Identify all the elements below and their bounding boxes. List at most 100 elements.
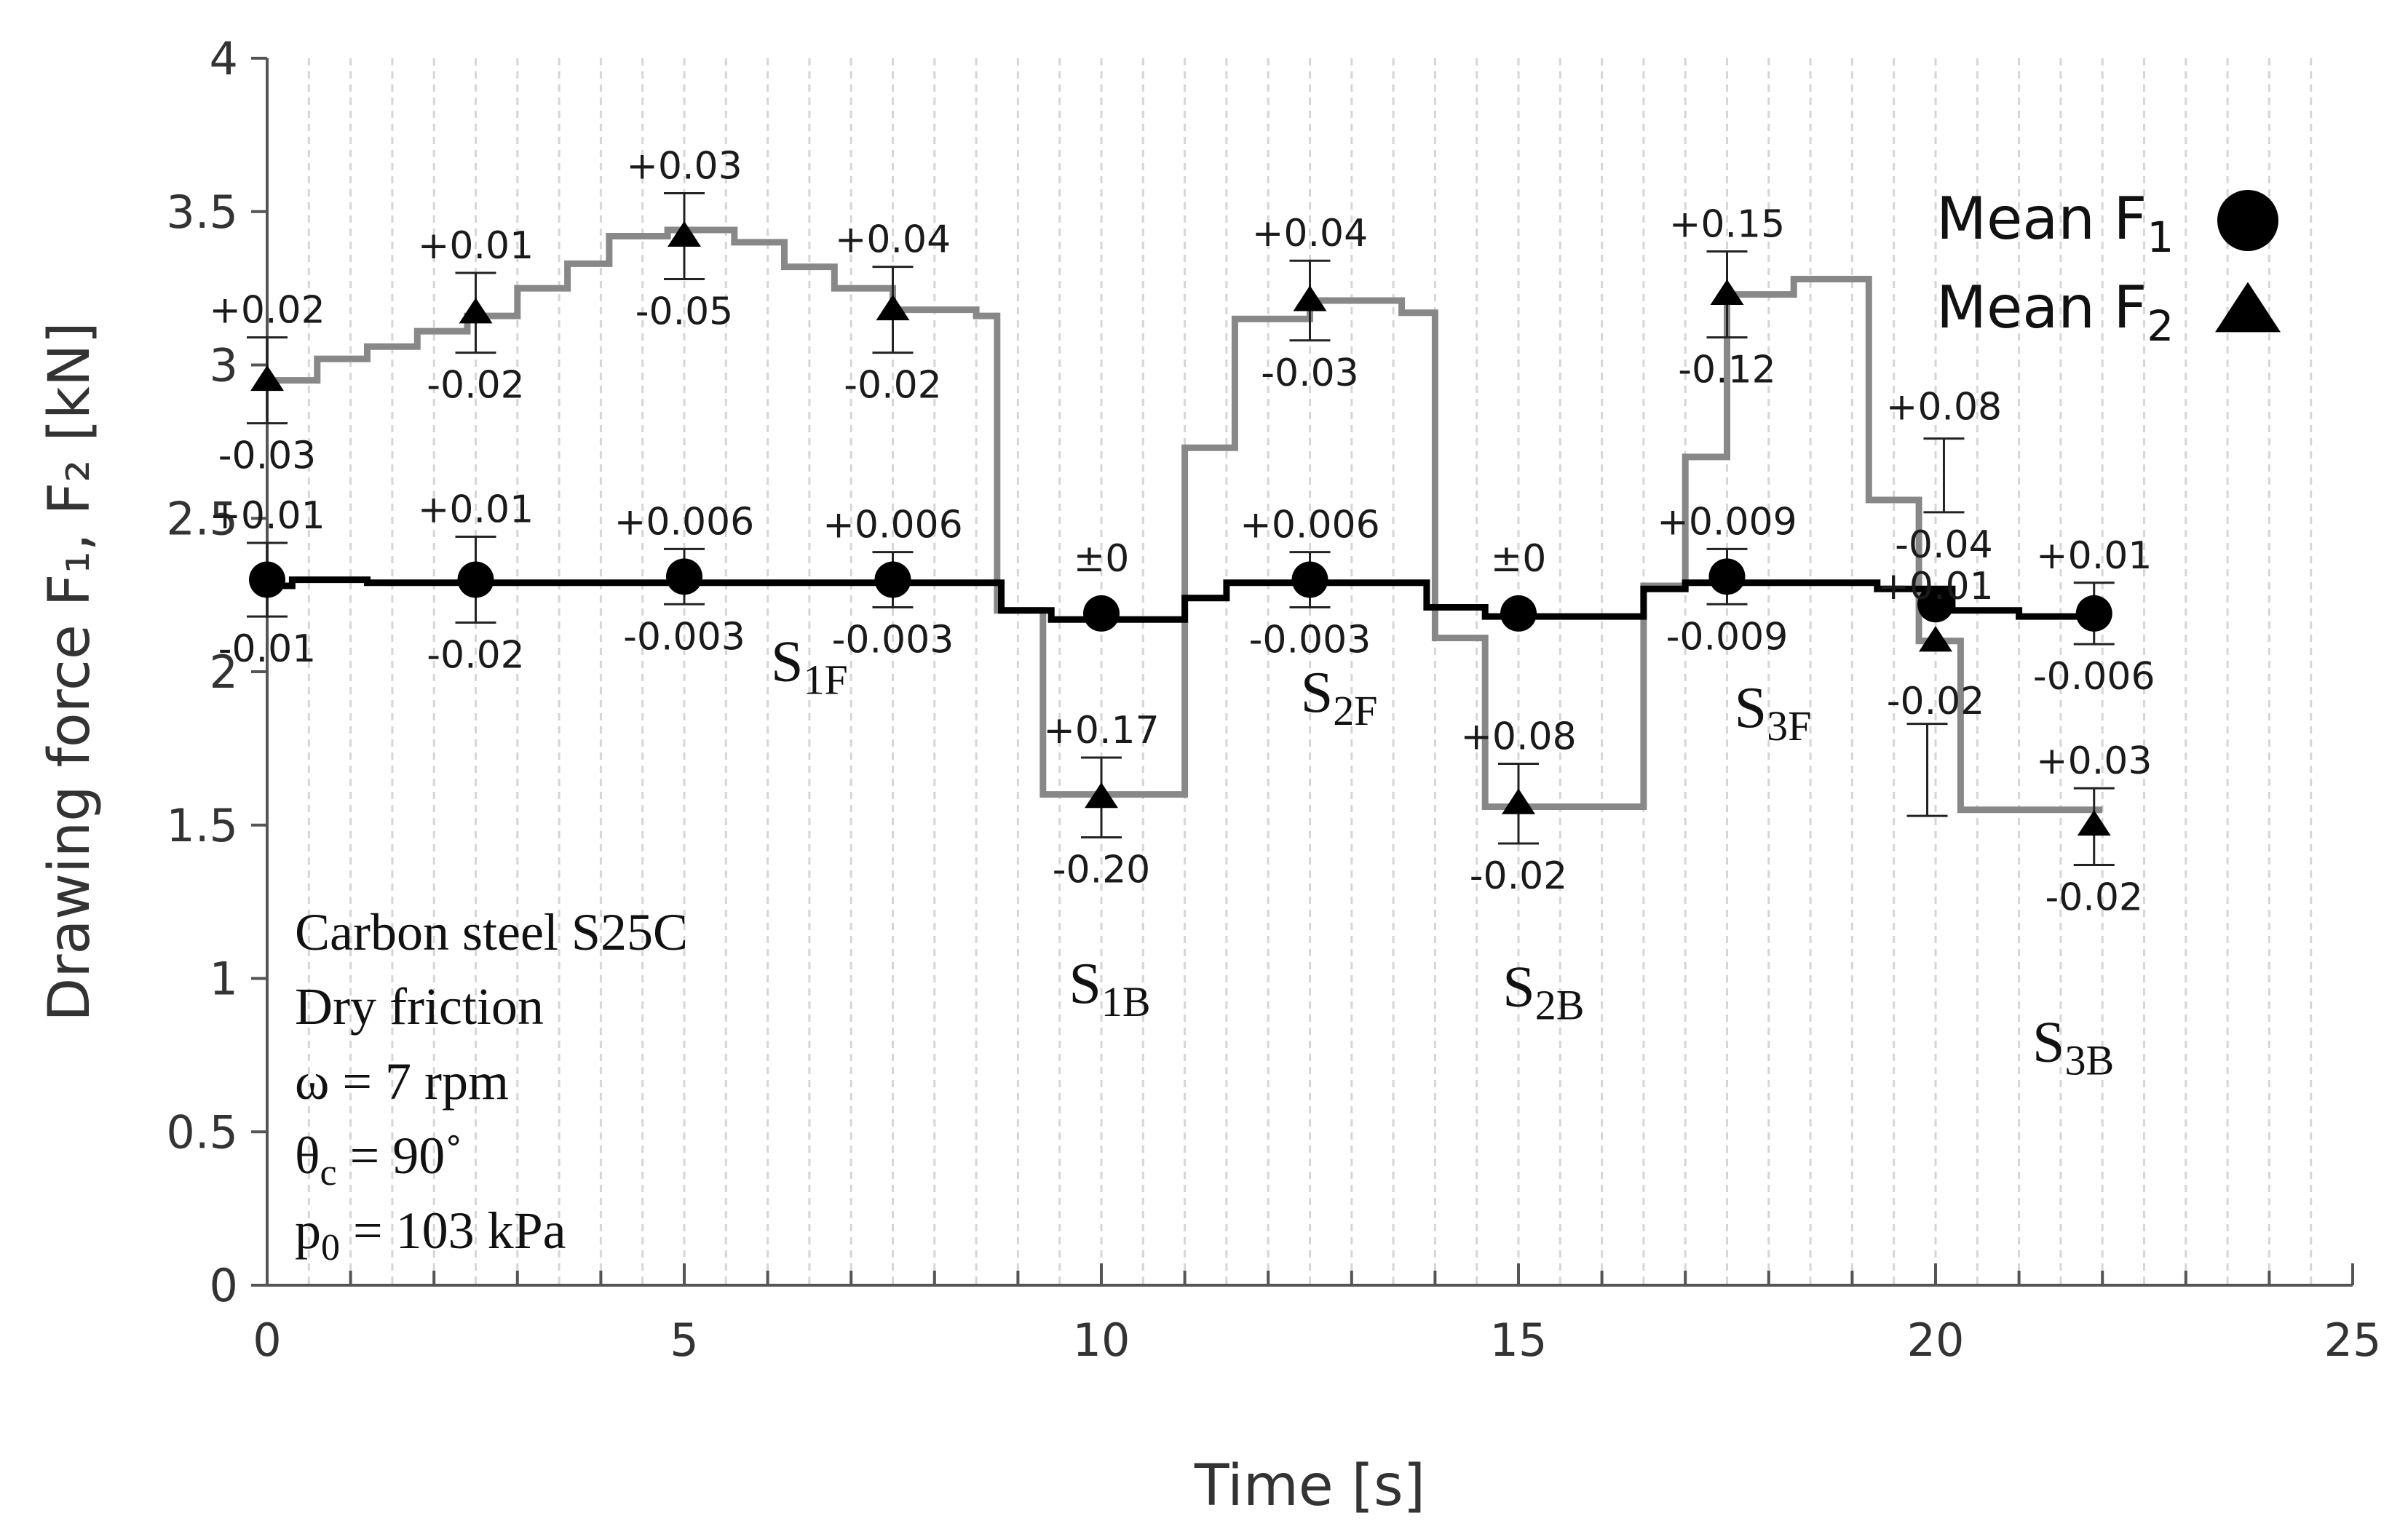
floating-minus-label: -0.04 — [1895, 523, 1993, 567]
error-minus-label: -0.12 — [1678, 349, 1776, 392]
x-axis-title: Time [s] — [1194, 1453, 1425, 1519]
error-minus-label: -0.02 — [2045, 876, 2143, 920]
x-tick-label: 5 — [670, 1314, 698, 1367]
error-minus-label: -0.003 — [1249, 618, 1371, 662]
error-minus-label: -0.02 — [844, 364, 942, 408]
error-plus-label: +0.17 — [1043, 709, 1159, 752]
error-plus-label: +0.02 — [209, 289, 325, 333]
marker-f2-triangle — [1502, 788, 1535, 814]
marker-f1-circle — [1500, 595, 1537, 632]
error-minus-label: -0.05 — [635, 290, 734, 333]
legend-circle-icon — [2217, 190, 2278, 251]
y-tick-label: 0.5 — [166, 1105, 238, 1159]
marker-f1-circle — [1708, 558, 1746, 595]
error-plus-label: ±0 — [1074, 537, 1130, 581]
error-plus-label: +0.006 — [1240, 504, 1379, 547]
error-plus-label: +0.01 — [418, 488, 534, 532]
data-labels: +0.01 -0.01 +0.01 -0.02 +0.006 -0.003 +0.006 -0… — [209, 144, 2155, 919]
info-line: θc = 90˚ — [295, 1127, 462, 1194]
x-tick-label: 10 — [1073, 1314, 1130, 1367]
x-tick-label: 25 — [2324, 1314, 2382, 1367]
error-plus-label: +0.01 — [209, 494, 325, 538]
y-tick-label: 3 — [210, 339, 238, 392]
marker-f1-circle — [457, 561, 494, 598]
error-plus-label: +0.03 — [2036, 739, 2152, 783]
error-minus-label: -0.02 — [427, 364, 525, 408]
stage-label: S2F — [1301, 661, 1378, 734]
error-minus-label: -0.003 — [832, 618, 954, 662]
stage-labels: S1F S1B S2F S2B S3F S3B — [771, 630, 2114, 1084]
error-minus-label: -0.009 — [1666, 615, 1789, 659]
data-markers — [249, 221, 2112, 836]
error-minus-label: -0.20 — [1053, 849, 1151, 892]
error-minus-label: -0.02 — [1887, 680, 1985, 723]
grid — [307, 58, 2313, 1285]
legend-triangle-icon — [2215, 282, 2281, 333]
error-plus-label: +0.15 — [1669, 203, 1785, 247]
error-plus-label: +0.01 — [418, 224, 534, 268]
marker-f1-circle — [874, 561, 911, 598]
error-minus-label: -0.02 — [1470, 854, 1568, 898]
stage-label: S2B — [1502, 955, 1584, 1028]
error-plus-label: +0.01 — [1877, 565, 1993, 608]
stage-label: S3B — [2032, 1010, 2114, 1084]
y-tick-label: 3.5 — [166, 186, 238, 239]
info-line: Dry friction — [295, 977, 544, 1036]
marker-f2-triangle — [1710, 279, 1744, 306]
legend-label: Mean F1 — [1936, 185, 2174, 262]
marker-f2-triangle — [1085, 782, 1118, 809]
stage-label: S1F — [771, 630, 848, 704]
y-tick-label: 0 — [210, 1259, 238, 1312]
info-line: ω = 7 rpm — [295, 1052, 509, 1111]
error-plus-label: +0.009 — [1657, 500, 1797, 544]
stage-label: S3F — [1735, 676, 1812, 750]
y-tick-label: 2 — [210, 646, 238, 699]
marker-f1-circle — [1291, 561, 1328, 598]
marker-f2-triangle — [2077, 810, 2111, 836]
marker-f1-circle — [1917, 586, 1954, 623]
error-minus-label: -0.003 — [623, 615, 745, 659]
marker-f1-circle — [1083, 595, 1120, 632]
y-axis-title: Drawing force F₁, F₂ [kN] — [37, 322, 103, 1021]
marker-f2-triangle — [1919, 626, 1952, 652]
error-plus-label: +0.03 — [626, 144, 742, 188]
marker-f2-triangle — [876, 294, 910, 321]
error-minus-label: -0.03 — [1261, 352, 1359, 395]
error-plus-label: +0.08 — [1460, 715, 1576, 758]
error-plus-label: +0.006 — [614, 500, 754, 544]
x-tick-label: 20 — [1907, 1314, 1965, 1367]
info-line: p0 = 103 kPa — [295, 1202, 566, 1268]
marker-f1-circle — [666, 558, 702, 595]
error-plus-label: +0.006 — [823, 504, 962, 547]
legend: Mean F1 Mean F2 — [1936, 185, 2281, 351]
error-plus-label: +0.04 — [1252, 212, 1368, 255]
y-tick-label: 2.5 — [166, 492, 238, 545]
error-minus-label: -0.006 — [2033, 655, 2155, 699]
stage-label: S1B — [1069, 952, 1150, 1025]
series-line-f2 — [267, 226, 2103, 814]
marker-f2-triangle — [1293, 285, 1327, 311]
series-lines — [267, 226, 2103, 814]
marker-f1-circle — [2075, 595, 2112, 632]
y-tick-label: 4 — [210, 32, 238, 85]
marker-f1-circle — [249, 561, 285, 598]
y-tick-label: 1.5 — [166, 799, 238, 852]
legend-label: Mean F2 — [1936, 274, 2174, 351]
floating-plus-label: +0.08 — [1886, 386, 2002, 429]
error-minus-label: -0.03 — [218, 434, 317, 478]
axes: 0 0.5 1 1.5 2 2.5 3 3.5 4 0 5 10 15 20 25 Time [s] Drawi… — [37, 32, 2381, 1519]
info-box: Carbon steel S25C Dry friction ω = 7 rpm θc… — [295, 903, 688, 1268]
error-minus-label: -0.02 — [427, 634, 525, 678]
x-tick-label: 15 — [1490, 1314, 1548, 1367]
info-line: Carbon steel S25C — [295, 903, 688, 961]
marker-f2-triangle — [668, 221, 701, 247]
y-tick-label: 1 — [210, 953, 238, 1006]
error-minus-label: -0.01 — [218, 627, 317, 671]
x-tick-label: 0 — [253, 1314, 281, 1367]
error-plus-label: ±0 — [1491, 537, 1547, 581]
error-plus-label: +0.04 — [835, 218, 951, 262]
marker-f2-triangle — [459, 298, 493, 324]
error-plus-label: +0.01 — [2036, 534, 2152, 578]
